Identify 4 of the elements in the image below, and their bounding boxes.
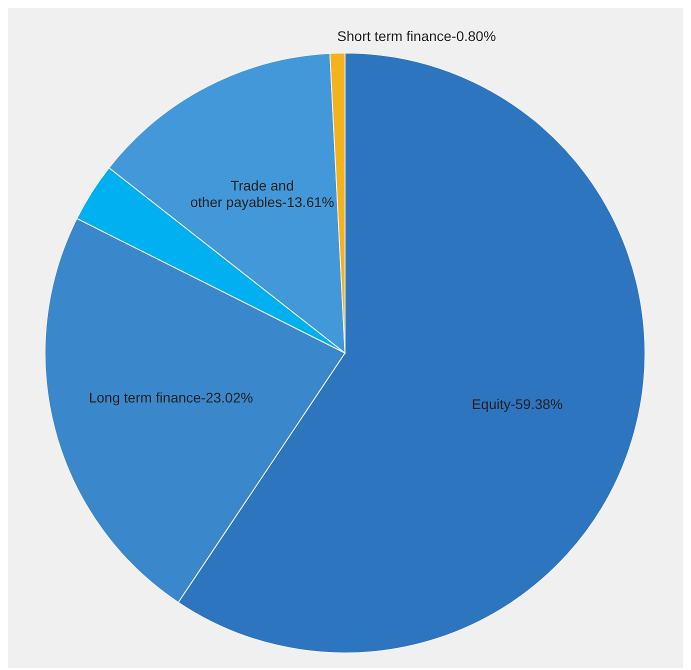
slice-label: Trade and other payables-13.61% bbox=[190, 177, 334, 210]
slice-label: Long term finance-23.02% bbox=[88, 390, 254, 406]
slice-label: Short term finance-0.80% bbox=[337, 28, 496, 44]
slice-label: Equity-59.38% bbox=[472, 396, 563, 412]
